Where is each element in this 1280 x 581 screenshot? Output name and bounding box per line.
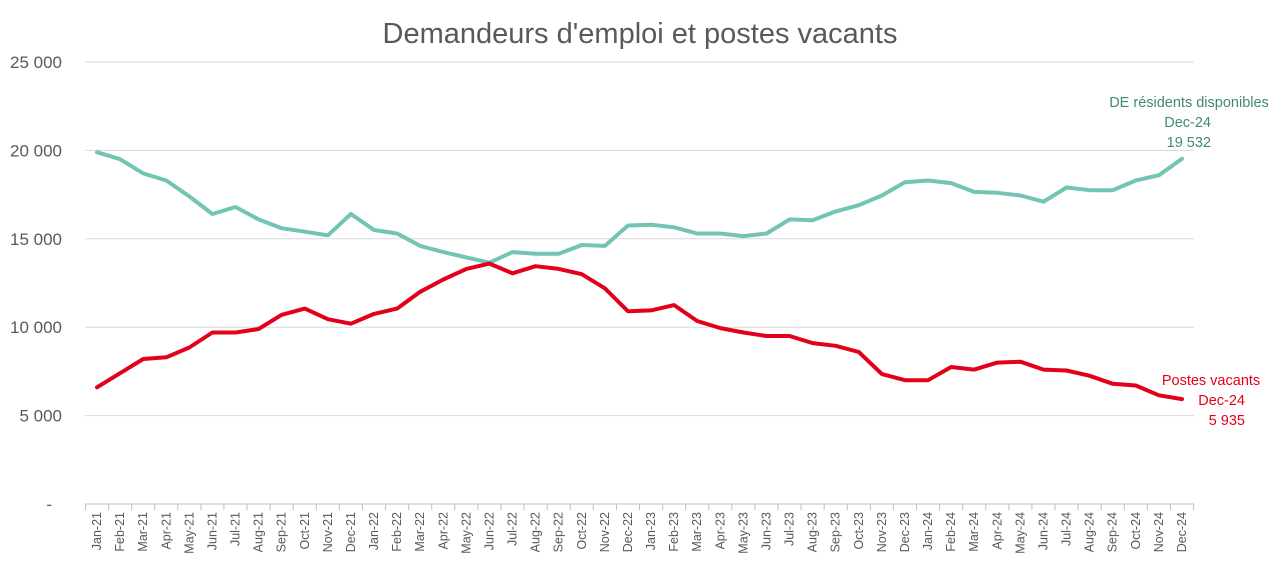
x-tick-label: Nov-21: [321, 512, 335, 552]
x-tick-label: Aug-24: [1083, 512, 1097, 552]
x-tick-label: May-24: [1013, 512, 1027, 554]
x-tick-label: Jul-22: [506, 512, 520, 546]
x-tick-label: Apr-24: [990, 512, 1004, 550]
end-label-date: Dec-24: [1164, 115, 1211, 131]
x-tick-label: Oct-21: [298, 512, 312, 550]
x-tick-label: Jun-24: [1036, 512, 1050, 550]
end-labels: DE résidents disponibles Dec-24 19 532 Post…: [1109, 95, 1269, 429]
end-label-0: DE résidents disponibles Dec-24 19 532: [1109, 95, 1269, 151]
x-tick-label: Oct-22: [575, 512, 589, 550]
x-tick-label: Aug-21: [252, 512, 266, 552]
x-tick-label: Jan-23: [644, 512, 658, 550]
x-tick-label: Dec-21: [344, 512, 358, 552]
end-label-name: Postes vacants: [1162, 373, 1260, 389]
x-tick-label: Jan-21: [90, 512, 104, 550]
x-tick-label: Jan-24: [921, 512, 935, 550]
end-label-value: 19 532: [1167, 135, 1211, 151]
x-tick-label: Dec-24: [1175, 512, 1189, 552]
x-tick-label: Feb-22: [390, 512, 404, 552]
x-tick-label: May-21: [182, 512, 196, 554]
y-tick-label: 5 000: [19, 407, 62, 426]
x-tick-label: Dec-22: [621, 512, 635, 552]
x-tick-label: Mar-21: [136, 512, 150, 552]
y-tick-label: 25 000: [10, 53, 62, 72]
x-tick-label: Apr-23: [713, 512, 727, 550]
series-line-1: [95, 261, 1184, 402]
x-tick-label: Sep-21: [275, 512, 289, 552]
x-tick-label: Sep-22: [552, 512, 566, 552]
end-label-date: Dec-24: [1198, 393, 1245, 409]
series-lines: [95, 150, 1184, 402]
x-tick-label: Oct-24: [1129, 512, 1143, 550]
x-tick-label: May-22: [459, 512, 473, 554]
y-axis: - 5 000 10 000 15 000 20 000 25 000: [10, 53, 62, 514]
x-tick-label: Feb-21: [113, 512, 127, 552]
x-tick-label: Nov-23: [875, 512, 889, 552]
x-axis: Jan-21 Feb-21 Mar-21 Apr-21 May-21 Jun-21 Jul-…: [84, 503, 1195, 554]
gridlines: [85, 61, 1194, 417]
x-tick-label: Sep-24: [1106, 512, 1120, 552]
x-tick-label: Mar-24: [967, 512, 981, 552]
y-tick-label: 15 000: [10, 230, 62, 249]
x-tick-label: Jan-22: [367, 512, 381, 550]
x-tick-label: Apr-21: [159, 512, 173, 550]
x-tick-label: Nov-22: [598, 512, 612, 552]
series-line-0: [95, 150, 1184, 265]
chart-title: Demandeurs d'emploi et postes vacants: [383, 18, 898, 50]
x-tick-label: Mar-23: [690, 512, 704, 552]
y-tick-label: 10 000: [10, 318, 62, 337]
x-tick-label: Mar-22: [413, 512, 427, 552]
x-tick-label: May-23: [736, 512, 750, 554]
x-tick-label: Jun-21: [205, 512, 219, 550]
x-tick-label: Jun-23: [759, 512, 773, 550]
end-label-1: Postes vacants Dec-24 5 935: [1162, 373, 1260, 429]
x-tick-label: Oct-23: [852, 512, 866, 550]
x-tick-label: Jul-21: [229, 512, 243, 546]
x-tick-label: Nov-24: [1152, 512, 1166, 552]
y-tick-label: -: [46, 495, 52, 514]
x-tick-label: Jul-24: [1060, 512, 1074, 546]
x-tick-label: Sep-23: [829, 512, 843, 552]
x-tick-label: Jun-22: [482, 512, 496, 550]
y-tick-label: 20 000: [10, 141, 62, 160]
x-tick-label: Feb-23: [667, 512, 681, 552]
x-tick-label: Dec-23: [898, 512, 912, 552]
end-label-value: 5 935: [1209, 413, 1245, 429]
x-tick-label: Aug-23: [806, 512, 820, 552]
x-tick-label: Jul-23: [783, 512, 797, 546]
x-tick-label: Aug-22: [529, 512, 543, 552]
x-tick-label: Feb-24: [944, 512, 958, 552]
end-label-name: DE résidents disponibles: [1109, 95, 1269, 111]
x-tick-label: Apr-22: [436, 512, 450, 550]
